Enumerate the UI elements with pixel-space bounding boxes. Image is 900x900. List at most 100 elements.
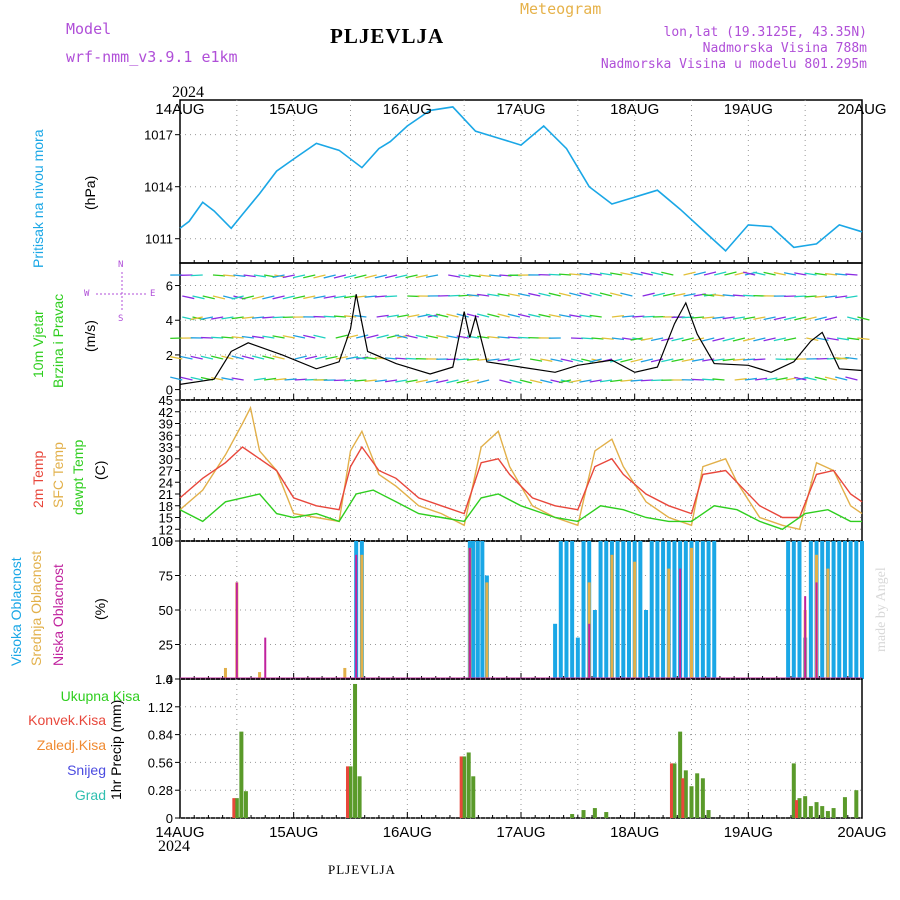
wind-arrow [558,292,572,297]
wind-arrow [538,313,551,318]
low_cloud-bar [468,547,471,679]
wind-arrow [223,274,236,277]
wind-arrow [702,293,715,297]
high_cloud-bar [575,637,580,679]
wind-arrow [487,293,500,297]
wind-arrow [712,293,725,297]
wind-arrow [211,377,224,381]
wind-arrow [497,358,510,362]
low_cloud-bar [355,554,358,679]
model-altitude-label: Nadmorska Visina u modelu 801.295m [600,57,867,72]
wind-arrow [835,295,848,299]
wind-arrow [722,316,735,320]
high_cloud-bar [842,541,847,679]
wind-arrow [211,355,224,360]
wind-arrow [190,274,203,277]
low_cloud-bar [588,623,591,679]
wind-arrow [642,292,655,297]
year-bottom: 2024 [158,838,190,855]
wind-arrow [550,358,563,363]
temperature-ytick-label: 42 [159,405,173,420]
wind-arrow [323,274,336,279]
precipitation-ytick-label: 0.56 [148,755,173,770]
precipitation-ytick-label: 1.12 [148,700,173,715]
wind-arrow [190,355,203,360]
high_cloud-bar [480,541,485,679]
mid_cloud-bar [690,547,693,679]
wind-arrow [722,358,735,362]
wind-arrow [773,316,786,321]
wind-arrow [282,295,295,300]
wind-arrow [671,358,684,363]
wind-arrow [487,313,500,318]
high_cloud-bar [712,541,717,679]
wind-arrow [221,336,234,339]
wind-arrow [243,274,256,278]
wind-arrow [816,337,829,341]
wind-arrow [436,313,449,318]
wind-arrow [264,377,277,381]
wind-arrow [487,358,500,362]
wind-arrow [673,292,686,297]
wind-arrow [681,358,694,362]
wind-arrow [702,378,715,381]
wind-arrow [517,313,531,318]
low_cloud-bar [235,582,238,679]
wind-arrow [560,358,573,363]
total_precip-bar [814,802,819,818]
wind-arrow [599,379,613,383]
high_cloud-bar [791,541,796,679]
wind-arrow [200,355,214,360]
convective-bar [669,763,673,818]
wind-arrow [294,378,307,381]
wind-arrow [364,274,377,279]
wind-arrow [272,335,285,339]
wind-arrow [814,272,827,276]
wind-arrow [333,379,346,382]
wind-arrow [640,337,653,341]
wind-arrow [610,358,623,363]
wind-arrow [630,358,643,363]
wind-arrow [755,377,768,381]
wind-arrow [477,313,490,318]
wind-arrow [783,272,797,276]
high_cloud-bar [570,541,575,679]
wind-arrow [395,357,408,360]
wind-arrow [845,295,858,299]
wind-arrow [693,271,706,276]
wind-arrow [344,295,357,299]
wind-arrow [282,274,295,279]
wind-arrow [436,379,449,384]
convective-bar [346,766,349,818]
wind-arrow [773,271,786,276]
high_cloud-bar [700,541,705,679]
wind-arrow [691,337,705,342]
wind-arrow [743,316,756,320]
wind-arrow [384,274,398,279]
wind-arrow [466,358,479,361]
wind-arrow [303,295,316,300]
wind-arrow [251,355,265,360]
wind-arrow [477,358,490,361]
wind-arrow [804,316,817,321]
wind-arrow [783,337,797,342]
wind-arrow [620,379,633,382]
wind-arrow [180,376,193,381]
total_precip-bar [581,810,586,818]
wind-arrow [702,316,715,319]
wind-arrow [826,337,839,341]
mid_cloud-bar [343,667,347,679]
total_precip-bar [825,811,830,818]
date-label-bottom: 20AUG [837,824,886,841]
wind-arrow [436,334,449,339]
wind-arrow [385,295,398,298]
mid_cloud-bar [610,554,614,679]
wind-arrow [620,292,633,297]
high_cloud-bar [615,541,620,679]
date-label-bottom: 14AUG [155,824,204,841]
wind-arrow [642,315,655,318]
wind-arrow [374,379,387,383]
wind-arrow [714,271,727,276]
high_cloud-bar [471,541,476,679]
wind-arrow [651,379,664,382]
